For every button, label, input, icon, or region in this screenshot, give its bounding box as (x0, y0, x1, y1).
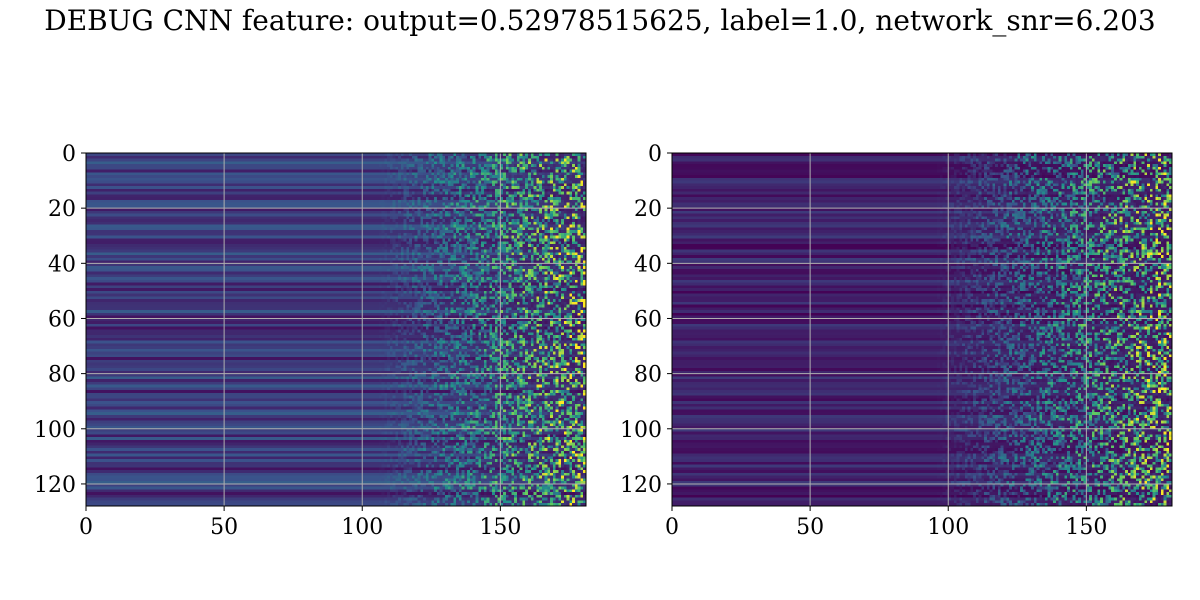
x-tick-label: 0 (79, 515, 93, 540)
x-tick-label: 150 (479, 515, 521, 540)
x-tick-label: 0 (665, 515, 679, 540)
y-tick-label: 20 (634, 197, 662, 222)
y-tick-label: 40 (48, 252, 76, 277)
x-tick-label: 50 (210, 515, 238, 540)
y-tick-label: 80 (48, 363, 76, 388)
y-tick-label: 80 (634, 363, 662, 388)
y-tick-label: 60 (48, 307, 76, 332)
x-tick-label: 50 (796, 515, 824, 540)
x-tick-label: 150 (1065, 515, 1107, 540)
heatmap-panel-left: 0 50 100 150 0 20 40 60 80 100 120 (34, 142, 587, 540)
heatmap-panel-right: 0 50 100 150 0 20 40 60 80 100 120 (620, 142, 1173, 540)
y-tick-label: 120 (620, 473, 662, 498)
x-tick-label: 100 (927, 515, 969, 540)
axes-frame (85, 152, 587, 507)
y-tick-label: 0 (648, 142, 662, 167)
x-tick-label: 100 (341, 515, 383, 540)
figure-title: DEBUG CNN feature: output=0.52978515625,… (44, 4, 1156, 37)
y-tick-label: 20 (48, 197, 76, 222)
y-tick-label: 40 (634, 252, 662, 277)
y-tick-label: 0 (62, 142, 76, 167)
heatmap-image (672, 153, 1172, 506)
heatmap-image (86, 153, 586, 506)
y-tick-label: 60 (634, 307, 662, 332)
y-tick-label: 100 (34, 418, 76, 443)
axes-frame (671, 152, 1173, 507)
y-tick-label: 120 (34, 473, 76, 498)
y-tick-label: 100 (620, 418, 662, 443)
